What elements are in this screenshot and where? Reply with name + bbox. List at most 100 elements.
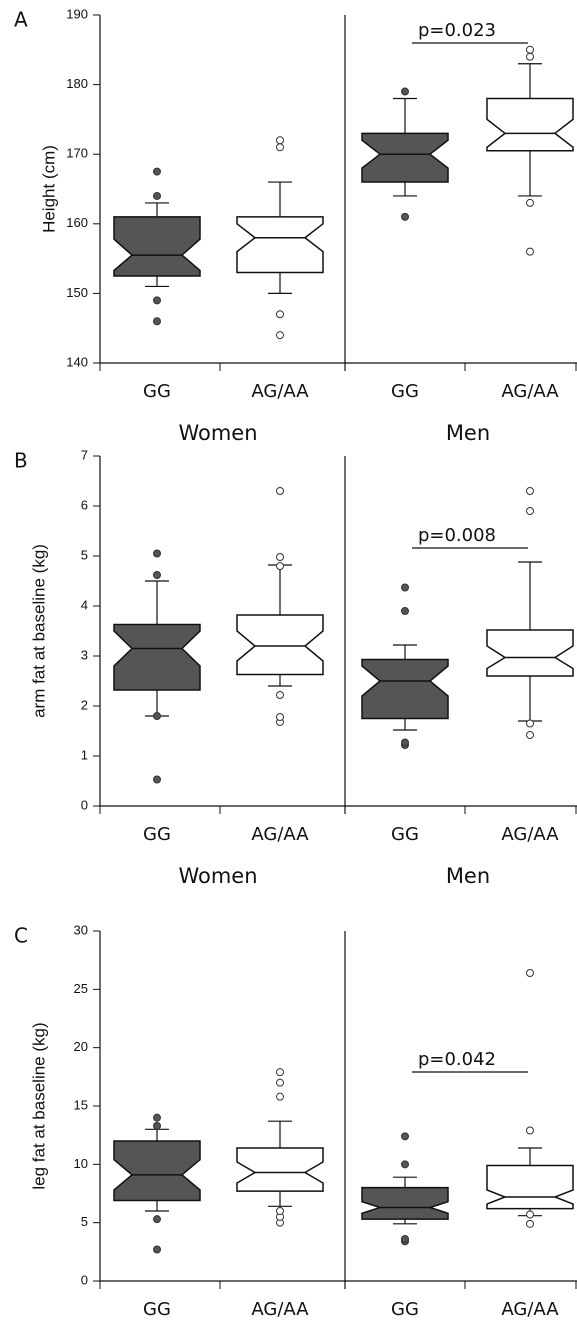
- outlier: [276, 1207, 284, 1215]
- y-tick-label: 4: [81, 597, 88, 612]
- group-label: Women: [178, 421, 257, 445]
- panel-label: A: [14, 8, 28, 32]
- significance-label: p=0.042: [418, 1049, 496, 1070]
- y-tick-label: 160: [66, 215, 88, 230]
- box: [486, 1164, 574, 1210]
- group-label: Men: [446, 864, 490, 888]
- outlier: [153, 549, 161, 558]
- significance-label: p=0.008: [418, 525, 496, 546]
- outlier: [526, 719, 534, 728]
- x-tick-label: AG/AA: [251, 381, 309, 402]
- x-tick-label: GG: [143, 1299, 171, 1320]
- group-label: Women: [178, 864, 257, 888]
- outlier: [526, 247, 534, 256]
- x-tick-label: AG/AA: [501, 824, 559, 845]
- y-axis-label: Height (cm): [39, 145, 58, 233]
- outlier: [153, 317, 161, 326]
- outlier: [526, 52, 534, 61]
- y-tick-label: 5: [81, 1214, 88, 1229]
- outlier: [153, 775, 161, 784]
- y-axis-label: leg fat at baseline (kg): [29, 1022, 48, 1189]
- outlier: [276, 1068, 284, 1077]
- outlier: [526, 731, 534, 739]
- outlier: [401, 87, 409, 96]
- outlier: [153, 191, 161, 200]
- box: [113, 216, 201, 277]
- y-axis-label: arm fat at baseline (kg): [29, 544, 48, 718]
- outlier: [526, 487, 534, 495]
- y-tick-label: 7: [81, 447, 88, 462]
- outlier: [153, 1245, 161, 1254]
- outlier: [276, 136, 284, 145]
- outlier: [153, 296, 161, 305]
- box: [236, 1147, 324, 1192]
- y-tick-label: 150: [66, 285, 88, 300]
- y-tick-label: 170: [66, 146, 88, 161]
- y-tick-label: 6: [81, 497, 88, 512]
- outlier: [276, 331, 284, 340]
- outlier: [153, 1121, 161, 1130]
- outlier: [276, 553, 284, 561]
- outlier: [153, 1215, 161, 1224]
- y-tick-label: 10: [74, 1156, 88, 1171]
- y-tick-label: 5: [81, 547, 88, 562]
- x-tick-label: AG/AA: [251, 1299, 309, 1320]
- y-tick-label: 0: [81, 1272, 88, 1287]
- outlier: [401, 1235, 409, 1243]
- outlier: [401, 738, 409, 747]
- panel-label: B: [14, 449, 28, 473]
- y-tick-label: 30: [74, 922, 88, 937]
- outlier: [401, 1160, 409, 1169]
- outlier: [276, 310, 284, 319]
- x-tick-label: AG/AA: [501, 381, 559, 402]
- outlier: [526, 1219, 534, 1228]
- y-tick-label: 1: [81, 747, 88, 762]
- box: [486, 629, 574, 677]
- outlier: [276, 1078, 284, 1087]
- x-tick-label: AG/AA: [251, 824, 309, 845]
- outlier: [526, 1210, 534, 1219]
- y-tick-label: 2: [81, 697, 88, 712]
- outlier: [526, 45, 534, 54]
- group-label: Men: [446, 421, 490, 445]
- outlier: [276, 713, 284, 721]
- outlier: [276, 691, 284, 699]
- box: [361, 1186, 449, 1220]
- x-tick-label: GG: [143, 381, 171, 402]
- x-tick-label: GG: [143, 824, 171, 845]
- outlier: [526, 1126, 534, 1135]
- outlier: [276, 143, 284, 152]
- y-tick-label: 3: [81, 647, 88, 662]
- outlier: [153, 712, 161, 720]
- x-tick-label: GG: [391, 1299, 419, 1320]
- outlier: [276, 487, 284, 495]
- y-tick-label: 190: [66, 6, 88, 21]
- x-tick-label: GG: [391, 824, 419, 845]
- outlier: [526, 198, 534, 207]
- box: [486, 97, 574, 152]
- box: [113, 1140, 201, 1202]
- box: [361, 658, 449, 720]
- outlier: [153, 571, 161, 579]
- outlier: [153, 1113, 161, 1122]
- box: [236, 216, 324, 274]
- x-tick-label: AG/AA: [501, 1299, 559, 1320]
- outlier: [276, 562, 284, 570]
- y-tick-label: 180: [66, 76, 88, 91]
- box: [113, 623, 201, 691]
- y-tick-label: 25: [74, 981, 88, 996]
- y-tick-label: 20: [74, 1039, 88, 1054]
- panel-label: C: [14, 924, 28, 948]
- outlier: [401, 212, 409, 221]
- outlier: [153, 167, 161, 176]
- outlier: [401, 607, 409, 615]
- box: [236, 614, 324, 676]
- outlier: [526, 507, 534, 515]
- y-tick-label: 140: [66, 354, 88, 369]
- outlier: [401, 1132, 409, 1141]
- significance-label: p=0.023: [418, 20, 496, 41]
- y-tick-label: 15: [74, 1097, 88, 1112]
- outlier: [276, 1092, 284, 1101]
- box: [361, 132, 449, 183]
